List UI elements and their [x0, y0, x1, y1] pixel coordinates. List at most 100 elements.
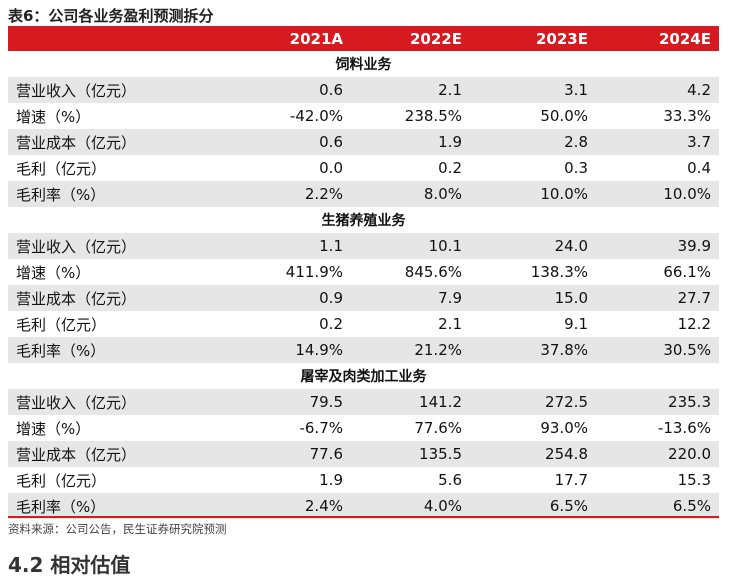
table-cell: 10.0%	[663, 185, 711, 203]
table-row: 增速（%） -42.0% 238.5% 50.0% 33.3%	[8, 103, 719, 129]
table-cell: 8.0%	[423, 185, 462, 203]
table-cell: -13.6%	[657, 419, 711, 437]
table-cell: -42.0%	[289, 107, 343, 125]
table-cell: 0.6	[319, 133, 343, 151]
table-cell: 0.6	[319, 81, 343, 99]
table-cell: 0.2	[319, 315, 343, 333]
table-cell: 138.3%	[530, 263, 588, 281]
row-label: 毛利（亿元）	[16, 315, 107, 334]
table-cell: 0.3	[564, 159, 588, 177]
row-label: 毛利（亿元）	[16, 159, 107, 178]
table-cell: 10.0%	[540, 185, 588, 203]
table-row: 营业收入（亿元） 0.6 2.1 3.1 4.2	[8, 77, 719, 103]
table-cell: 10.1	[428, 237, 462, 255]
table-cell: 12.2	[677, 315, 711, 333]
table-cell: 39.9	[677, 237, 711, 255]
table-cell: 141.2	[419, 393, 462, 411]
table-row: 毛利（亿元） 0.2 2.1 9.1 12.2	[8, 311, 719, 337]
table-cell: 3.7	[687, 133, 711, 151]
table-cell: 33.3%	[663, 107, 711, 125]
table-bottom-rule	[8, 516, 719, 518]
source-note: 资料来源：公司公告，民生证券研究院预测	[8, 522, 227, 536]
table-cell: 2.2%	[304, 185, 343, 203]
header-2024e: 2024E	[659, 29, 711, 48]
table-row: 增速（%） -6.7% 77.6% 93.0% -13.6%	[8, 415, 719, 441]
table-cell: 2.1	[438, 315, 462, 333]
table-cell: 24.0	[554, 237, 588, 255]
table-body: 饲料业务 营业收入（亿元） 0.6 2.1 3.1 4.2 增速（%） -42.0% 238.5…	[8, 51, 719, 519]
table-cell: 15.3	[677, 471, 711, 489]
table-cell: 15.0	[554, 289, 588, 307]
table-cell: 66.1%	[663, 263, 711, 281]
table-cell: 77.6%	[414, 419, 462, 437]
table-row: 营业成本（亿元） 0.6 1.9 2.8 3.7	[8, 129, 719, 155]
row-label: 增速（%）	[16, 263, 91, 282]
forecast-table: 2021A 2022E 2023E 2024E 饲料业务营业收入（亿元） 0.6 2…	[8, 26, 719, 519]
table-cell: 17.7	[554, 471, 588, 489]
table-row: 毛利率（%） 2.2% 8.0% 10.0% 10.0%	[8, 181, 719, 207]
table-cell: 6.5%	[549, 497, 588, 515]
table-cell: 1.9	[438, 133, 462, 151]
row-label: 毛利率（%）	[16, 185, 106, 204]
table-cell: 1.1	[319, 237, 343, 255]
table-cell: 845.6%	[404, 263, 462, 281]
table-cell: 5.6	[438, 471, 462, 489]
table-cell: 14.9%	[295, 341, 343, 359]
table-cell: 0.0	[319, 159, 343, 177]
table-cell: 21.2%	[414, 341, 462, 359]
table-cell: 0.9	[319, 289, 343, 307]
row-label: 营业成本（亿元）	[16, 289, 137, 308]
table-cell: 6.5%	[672, 497, 711, 515]
table-cell: 30.5%	[663, 341, 711, 359]
table-row: 营业成本（亿元） 77.6 135.5 254.8 220.0	[8, 441, 719, 467]
table-cell: 1.9	[319, 471, 343, 489]
table-cell: 3.1	[564, 81, 588, 99]
table-row: 增速（%） 411.9% 845.6% 138.3% 66.1%	[8, 259, 719, 285]
table-title: 表6：公司各业务盈利预测拆分	[8, 7, 214, 25]
table-cell: 220.0	[668, 445, 711, 463]
table-row: 毛利（亿元） 0.0 0.2 0.3 0.4	[8, 155, 719, 181]
table-cell: 254.8	[545, 445, 588, 463]
row-label: 增速（%）	[16, 107, 91, 126]
table-cell: 9.1	[564, 315, 588, 333]
table-cell: 79.5	[309, 393, 343, 411]
section-header: 生猪养殖业务	[321, 213, 406, 229]
table-cell: -6.7%	[299, 419, 343, 437]
table-cell: 2.8	[564, 133, 588, 151]
row-label: 增速（%）	[16, 419, 91, 438]
row-label: 毛利（亿元）	[16, 471, 107, 490]
table-cell: 0.2	[438, 159, 462, 177]
table-cell: 411.9%	[285, 263, 343, 281]
section-header: 饲料业务	[335, 57, 392, 73]
table-cell: 77.6	[309, 445, 343, 463]
table-cell: 27.7	[677, 289, 711, 307]
table-cell: 4.2	[687, 81, 711, 99]
row-label: 毛利率（%）	[16, 497, 106, 516]
table-row: 毛利率（%） 14.9% 21.2% 37.8% 30.5%	[8, 337, 719, 363]
table-row: 毛利（亿元） 1.9 5.6 17.7 15.3	[8, 467, 719, 493]
row-label: 毛利率（%）	[16, 341, 106, 360]
row-label: 营业成本（亿元）	[16, 445, 137, 464]
row-label: 营业收入（亿元）	[16, 237, 137, 256]
table-cell: 0.4	[687, 159, 711, 177]
row-label: 营业收入（亿元）	[16, 393, 137, 412]
table-row: 营业成本（亿元） 0.9 7.9 15.0 27.7	[8, 285, 719, 311]
header-2021a: 2021A	[289, 29, 343, 48]
table-row: 营业收入（亿元） 79.5 141.2 272.5 235.3	[8, 389, 719, 415]
table-cell: 50.0%	[540, 107, 588, 125]
table-cell: 135.5	[419, 445, 462, 463]
table-cell: 37.8%	[540, 341, 588, 359]
next-section-heading: 4.2 相对估值	[8, 553, 131, 577]
table-cell: 93.0%	[540, 419, 588, 437]
table-row: 毛利率（%） 2.4% 4.0% 6.5% 6.5%	[8, 493, 719, 519]
header-2022e: 2022E	[410, 29, 462, 48]
table-cell: 4.0%	[423, 497, 462, 515]
table-cell: 235.3	[668, 393, 711, 411]
section-header: 屠宰及肉类加工业务	[300, 369, 427, 385]
table-row: 营业收入（亿元） 1.1 10.1 24.0 39.9	[8, 233, 719, 259]
row-label: 营业收入（亿元）	[16, 81, 137, 100]
table-cell: 7.9	[438, 289, 462, 307]
row-label: 营业成本（亿元）	[16, 133, 137, 152]
header-2023e: 2023E	[536, 29, 588, 48]
table-cell: 2.4%	[304, 497, 343, 515]
